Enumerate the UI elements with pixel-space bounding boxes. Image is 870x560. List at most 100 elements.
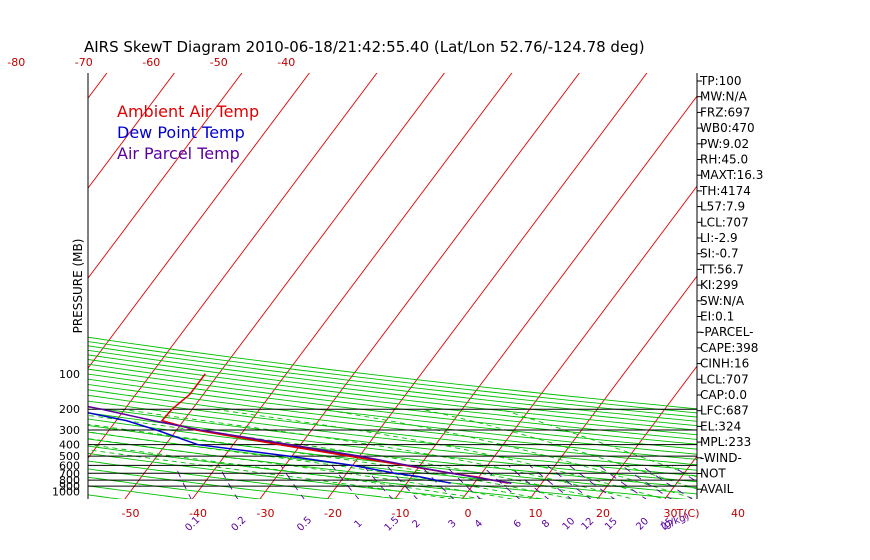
pressure-tick-label: 1000	[52, 486, 80, 499]
dry-adiabat-line	[88, 363, 697, 436]
stability-index-label: TP:100	[699, 74, 742, 88]
mixing-ratio-line	[386, 465, 418, 499]
bottom-temp-tick-label: 30	[664, 507, 678, 520]
moist-adiabat-line	[120, 408, 635, 499]
isotherm-line	[529, 275, 697, 499]
mixing-ratio-label: 6	[512, 518, 524, 530]
mixing-ratio-label: 10	[561, 516, 578, 533]
dry-adiabat-line	[88, 368, 697, 440]
ambient-air-temp-line	[160, 373, 509, 484]
air-parcel-temp-line	[88, 405, 512, 484]
isotherm-line	[461, 185, 697, 499]
stability-index-label: FRZ:697	[700, 105, 750, 119]
stability-index-label: CAPE:398	[700, 341, 758, 355]
mixing-ratio-line	[420, 465, 455, 499]
moist-adiabat-line	[213, 408, 666, 499]
stability-index-label: SW:N/A	[700, 294, 745, 308]
dry-adiabat-line	[88, 400, 697, 471]
chart-title: AIRS SkewT Diagram 2010-06-18/21:42:55.4…	[84, 38, 645, 56]
bottom-temp-tick-label: -20	[324, 507, 342, 520]
pressure-tick-label: 300	[59, 424, 80, 437]
moist-adiabat-line	[421, 408, 697, 490]
isotherm-line	[88, 73, 378, 459]
moist-adiabat-line	[88, 438, 515, 499]
isotherm-line	[799, 71, 870, 500]
bottom-temp-tick-label: -50	[122, 507, 140, 520]
mixing-ratio-label: 1	[352, 518, 364, 530]
dry-adiabat-line	[88, 359, 697, 431]
dry-adiabat-line	[88, 345, 697, 418]
stability-index-label: EI:0.1	[700, 310, 734, 324]
stability-index-label: LCL:707	[700, 372, 749, 386]
stability-index-label: -PARCEL-	[700, 325, 754, 339]
bottom-temp-tick-label: 40	[731, 507, 745, 520]
legend: Ambient Air Temp Dew Point Temp Air Parcel…	[117, 102, 259, 163]
legend-air-parcel-temp: Air Parcel Temp	[117, 144, 240, 163]
mixing-ratio-label: 8	[540, 518, 552, 530]
dry-adiabat-line	[88, 373, 697, 445]
series-layer	[88, 373, 512, 484]
stability-index-label: RH:45.0	[700, 153, 748, 167]
pressure-tick-label: 100	[59, 368, 80, 381]
pressure-tick-label: 600	[59, 459, 80, 472]
dry-adiabat-line	[88, 341, 697, 414]
pressure-tick-label: 400	[59, 439, 80, 452]
stability-index-label: PW:9.02	[700, 137, 749, 151]
legend-ambient-air-temp: Ambient Air Temp	[117, 102, 259, 121]
isotherm-line	[88, 73, 108, 99]
dry-adiabat-line	[88, 468, 335, 499]
pressure-tick-label: 800	[59, 474, 80, 487]
dry-adiabat-line	[88, 389, 697, 460]
stability-index-label: MW:N/A	[700, 90, 748, 104]
isotherm-line	[124, 73, 445, 499]
isotherm-line	[88, 73, 310, 369]
dry-adiabat-line	[88, 485, 194, 499]
isotherm-line	[664, 455, 697, 499]
dry-adiabat-line	[88, 349, 697, 422]
stability-index-label: LFC:687	[700, 404, 749, 418]
isotherm-line	[731, 71, 870, 500]
top-temp-tick-label: -60	[142, 56, 160, 69]
stability-index-label: MAXT:16.3	[700, 168, 763, 182]
mixing-ratio-label: 20	[634, 516, 651, 533]
stability-index-label: SI:-0.7	[700, 247, 739, 261]
top-temp-tick-label: -40	[277, 56, 295, 69]
stability-index-label: WB0:470	[700, 121, 755, 135]
pressure-tick-label: 700	[59, 467, 80, 480]
pressure-tick-label: 200	[59, 403, 80, 416]
stability-index-label: KI:299	[700, 278, 738, 292]
bottom-temp-tick-label: 10	[529, 507, 543, 520]
mixing-ratio-label: 2	[410, 518, 422, 530]
dry-adiabat-line	[88, 378, 697, 450]
stability-index-label: AVAIL	[700, 482, 734, 496]
isotherm-line	[88, 73, 175, 189]
pressure-tick-label: 500	[59, 450, 80, 463]
dew-point-temp-line	[88, 411, 451, 484]
isotherm-line	[88, 73, 243, 279]
stability-index-label: CINH:16	[700, 357, 749, 371]
stability-index-label: NOT	[700, 467, 726, 481]
isotherm-line	[259, 73, 580, 499]
mixing-ratio-label: 12	[580, 516, 597, 533]
top-temp-tick-label: -50	[210, 56, 228, 69]
dry-adiabat-line	[88, 460, 406, 499]
moist-adiabat-line	[321, 408, 697, 499]
top-temp-tick-label: -70	[75, 56, 93, 69]
stability-index-label: -WIND-	[700, 451, 742, 465]
dry-adiabat-line	[88, 336, 697, 410]
mixing-ratio-label: 4	[473, 518, 485, 530]
dry-adiabat-line	[88, 418, 697, 489]
stability-index-label: L57:7.9	[700, 200, 745, 214]
stability-index-label: EL:324	[700, 419, 741, 433]
legend-dew-point-temp: Dew Point Temp	[117, 123, 245, 142]
dry-adiabat-line	[88, 476, 264, 499]
temp-unit-label: T(C)	[676, 507, 700, 520]
stability-index-label: LCL:707	[700, 215, 749, 229]
stability-index-label: LI:-2.9	[700, 231, 738, 245]
stability-index-label: CAP:0.0	[700, 388, 747, 402]
isotherm-line	[326, 73, 648, 499]
pressure-tick-label: 900	[59, 480, 80, 493]
stability-index-label: MPL:233	[700, 435, 751, 449]
